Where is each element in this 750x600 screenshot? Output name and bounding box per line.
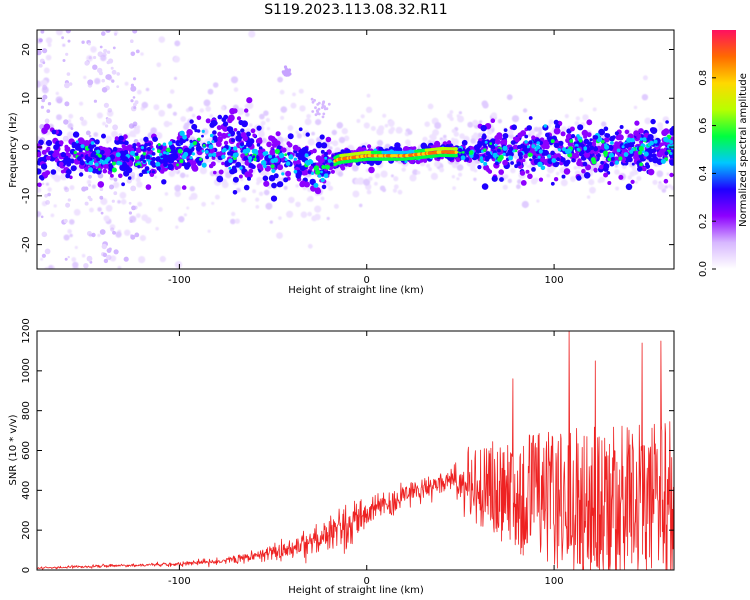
snr-y-ticks: 0 200 400 600 800 1000 1200 [21, 318, 674, 573]
colorbar: 0.0 0.2 0.4 0.6 0.8 Normalized spectral ampl… [698, 30, 749, 277]
spectrogram-y-tick-label: 10 [21, 92, 32, 105]
spectrogram-y-tick-label: -10 [21, 188, 32, 204]
spectrogram-x-tick-label: -100 [168, 275, 191, 286]
spectrogram-frame [36, 29, 675, 270]
spectrogram-heatmap [37, 30, 674, 269]
snr-x-tick-label: 100 [545, 576, 564, 587]
snr-y-tick-label: 1200 [21, 318, 32, 343]
snr-x-tick-label: -100 [168, 576, 191, 587]
spectrogram-y-ticks: -20 -10 0 10 20 [21, 43, 674, 253]
snr-series-line [37, 331, 674, 570]
snr-y-tick-label: 800 [21, 401, 32, 420]
snr-y-tick-label: 600 [21, 441, 32, 460]
spectrogram-y-tick-label: -20 [21, 236, 32, 252]
colorbar-tick-label: 0.0 [698, 261, 709, 277]
snr-x-axis-label: Height of straight line (km) [288, 585, 424, 596]
snr-y-axis-label: SNR (10 * v/v) [8, 414, 19, 485]
colorbar-label: Normalized spectral amplitude [738, 73, 749, 227]
spectrogram-x-tick-label: 0 [364, 275, 370, 286]
colorbar-gradient [712, 30, 736, 269]
snr-y-tick-label: 200 [21, 521, 32, 540]
figure-title: S119.2023.113.08.32.R11 [264, 2, 448, 18]
spectrogram-x-tick-label: 100 [545, 275, 564, 286]
spectrogram-x-axis-label: Height of straight line (km) [288, 285, 424, 296]
spectrogram-y-tick-label: 0 [21, 144, 32, 150]
snr-x-ticks: -100 0 100 [168, 331, 564, 587]
snr-x-tick-label: 0 [364, 576, 370, 587]
snr-y-tick-label: 0 [21, 567, 32, 573]
snr-panel: -100 0 100 0 200 400 600 800 1000 1200 Height of… [8, 318, 675, 596]
colorbar-ticks: 0.0 0.2 0.4 0.6 0.8 [698, 70, 716, 277]
colorbar-tick-label: 0.6 [698, 118, 709, 134]
spectrogram-y-axis-label: Frequency (Hz) [8, 112, 19, 188]
spectrogram-y-tick-label: 20 [21, 43, 32, 56]
colorbar-tick-label: 0.8 [698, 70, 709, 86]
colorbar-tick-label: 0.2 [698, 213, 709, 229]
spectrogram-x-ticks: -100 0 100 [168, 30, 564, 286]
snr-y-tick-label: 400 [21, 481, 32, 500]
snr-y-tick-label: 1000 [21, 358, 32, 383]
colorbar-tick-label: 0.4 [698, 165, 709, 181]
